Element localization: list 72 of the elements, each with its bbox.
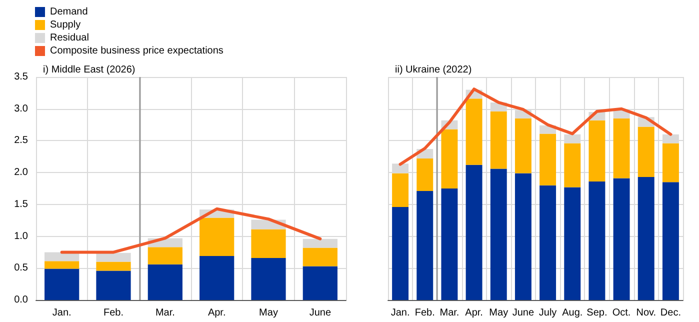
bar [466,164,482,300]
bar [416,191,434,300]
bar [302,248,338,266]
bar [613,178,630,300]
x-tick-label: May [489,308,508,318]
bar [392,173,409,207]
bar [613,118,630,178]
x-tick-label: Feb. [414,308,435,318]
x-tick-label: June [309,308,332,318]
y-tick-label: 2.0 [14,167,28,178]
x-tick-label: Jan. [52,308,72,318]
chart-title: i) Middle East (2026) [43,64,136,76]
x-tick-label: Oct. [612,308,631,318]
legend-label: Composite business price expectations [50,46,224,56]
chart-title: ii) Ukraine (2022) [395,64,472,76]
bar [514,118,532,174]
bar [662,182,679,300]
bar [44,261,80,269]
x-tick-label: Feb. [103,308,124,318]
bar [441,129,458,188]
bar [302,238,338,248]
y-tick-label: 1.5 [14,198,28,210]
y-tick-label: 0.0 [14,294,28,306]
bar [490,168,507,300]
legend-label: Residual [50,32,89,44]
x-tick-label: Mar. [440,308,460,318]
x-tick-label: Aug. [562,308,583,318]
y-tick-label: 3.0 [14,103,28,114]
x-tick-label: July [538,308,557,318]
x-tick-label: Nov. [636,308,656,318]
x-tick-label: Jan. [390,308,410,318]
y-tick-label: 0.5 [14,262,28,274]
bar [44,268,80,300]
y-tick-label: 2.5 [14,135,28,146]
x-tick-label: Dec. [660,308,681,318]
bar [564,143,581,188]
bar [540,134,556,186]
bar [251,229,286,258]
bar [96,270,131,300]
bar [96,262,131,271]
y-tick-label: 3.5 [14,72,28,82]
legend-label: Supply [50,20,81,30]
bar [44,252,80,262]
bar [302,266,338,300]
x-tick-label: June [512,308,534,318]
bar [392,206,409,300]
bar [588,181,606,300]
x-tick-label: Mar. [155,308,175,318]
bar [416,158,434,192]
x-tick-label: Apr. [208,308,226,318]
bar [96,252,131,262]
bar [638,177,654,300]
bar [588,120,606,182]
bar [638,126,654,178]
line-series [60,207,322,254]
bar [148,264,182,300]
bar [564,187,581,300]
bar [490,111,507,169]
bar [200,218,234,256]
x-tick-label: Sep. [586,308,608,318]
bar [514,173,532,300]
legend-label: Demand [50,6,88,18]
x-tick-label: May [259,308,278,318]
bar [466,98,482,165]
y-tick-label: 1.0 [14,230,28,242]
bar [251,258,286,300]
bar [441,188,458,300]
bar [200,256,234,300]
x-tick-label: Apr. [465,308,483,318]
bar [540,185,556,300]
bar [148,247,182,264]
bar [662,143,679,182]
